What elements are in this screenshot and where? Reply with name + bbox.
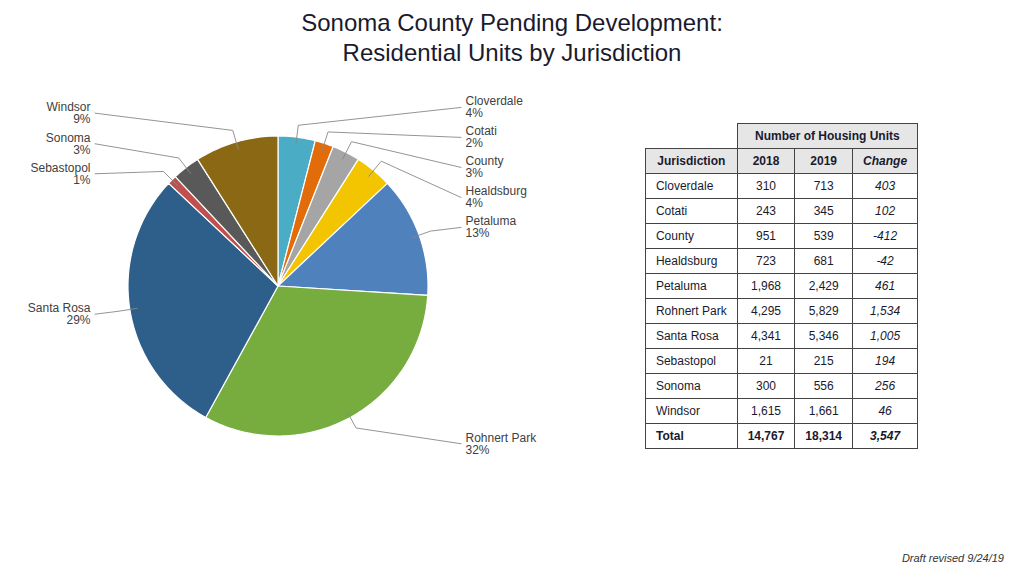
html-text:1,615: 1,615 (751, 403, 781, 418)
html-text:Cloverdale: Cloverdale (655, 178, 714, 193)
html-text:2018: 2018 (752, 153, 780, 168)
html-text:Sonoma County Pending Developm: Sonoma County Pending Development: Resid… (301, 9, 723, 66)
html-text:21: 21 (759, 353, 773, 368)
html-text:Santa Rosa: Santa Rosa (655, 328, 719, 343)
svg-text:County3%: County3% (466, 154, 504, 180)
html-text:2019: 2019 (810, 153, 837, 168)
svg-text:Sebastopol1%: Sebastopol1% (30, 161, 90, 187)
html-text:Petaluma: Petaluma (655, 278, 707, 293)
html-text:Total: Total (655, 428, 684, 443)
html-text:243: 243 (756, 203, 776, 218)
html-text:403: 403 (875, 178, 896, 193)
svg-text:Santa Rosa29%: Santa Rosa29% (28, 301, 91, 327)
svg-text:Windsor9%: Windsor9% (46, 100, 90, 126)
html-text:Rohnert Park: Rohnert Park (655, 303, 727, 318)
html-text:4,341: 4,341 (751, 328, 781, 343)
html-text:3,547: 3,547 (870, 428, 901, 443)
html-text:723: 723 (756, 253, 776, 268)
html-text:194: 194 (875, 353, 896, 368)
html-text:102: 102 (875, 203, 896, 218)
html-text:1,005: 1,005 (870, 328, 901, 343)
html-text:Draft revised 9/24/19: Draft revised 9/24/19 (901, 552, 1004, 564)
html-text:14,767: 14,767 (747, 428, 785, 443)
html-text:681: 681 (813, 253, 834, 268)
html-text:1,968: 1,968 (751, 278, 781, 293)
html-text:1,534: 1,534 (870, 303, 901, 318)
html-text:5,346: 5,346 (808, 328, 839, 343)
html-text:5,829: 5,829 (808, 303, 839, 318)
html-text:461: 461 (875, 278, 896, 293)
svg-text:Cotati2%: Cotati2% (466, 124, 497, 150)
html-text:256: 256 (875, 378, 896, 393)
html-text:4,295: 4,295 (751, 303, 781, 318)
html-text:Healdsburg: Healdsburg (655, 253, 718, 268)
html-text:556: 556 (813, 378, 834, 393)
svg-text:Sonoma3%: Sonoma3% (46, 131, 91, 157)
html-text:1,661: 1,661 (808, 403, 839, 418)
html-text:-412: -412 (873, 228, 898, 243)
html-text:Change: Change (863, 153, 908, 168)
html-text:345: 345 (813, 203, 834, 218)
html-text:951: 951 (756, 228, 776, 243)
html-text:713: 713 (813, 178, 834, 193)
html-text:Number of Housing Units: Number of Housing Units (755, 128, 900, 143)
html-text:300: 300 (756, 378, 776, 393)
html-text:2,429: 2,429 (808, 278, 839, 293)
html-text:310: 310 (756, 178, 776, 193)
html-text:County: County (655, 228, 694, 243)
html-text:Sebastopol: Sebastopol (655, 353, 716, 368)
html-text:Windsor: Windsor (655, 403, 700, 418)
html-text:215: 215 (813, 353, 834, 368)
svg-text:Petaluma13%: Petaluma13% (466, 214, 517, 240)
svg-text:Healdsburg4%: Healdsburg4% (466, 184, 527, 210)
html-text:Cotati: Cotati (655, 203, 688, 218)
html-text:539: 539 (813, 228, 834, 243)
svg-text:Rohnert Park32%: Rohnert Park32% (466, 431, 538, 457)
html-text:46: 46 (878, 403, 892, 418)
svg-text:Cloverdale4%: Cloverdale4% (466, 94, 524, 120)
html-text:Sonoma: Sonoma (655, 378, 701, 393)
html-text:-42: -42 (876, 253, 894, 268)
html-text:Jurisdiction: Jurisdiction (657, 153, 726, 168)
html-text:18,314: 18,314 (805, 428, 842, 443)
